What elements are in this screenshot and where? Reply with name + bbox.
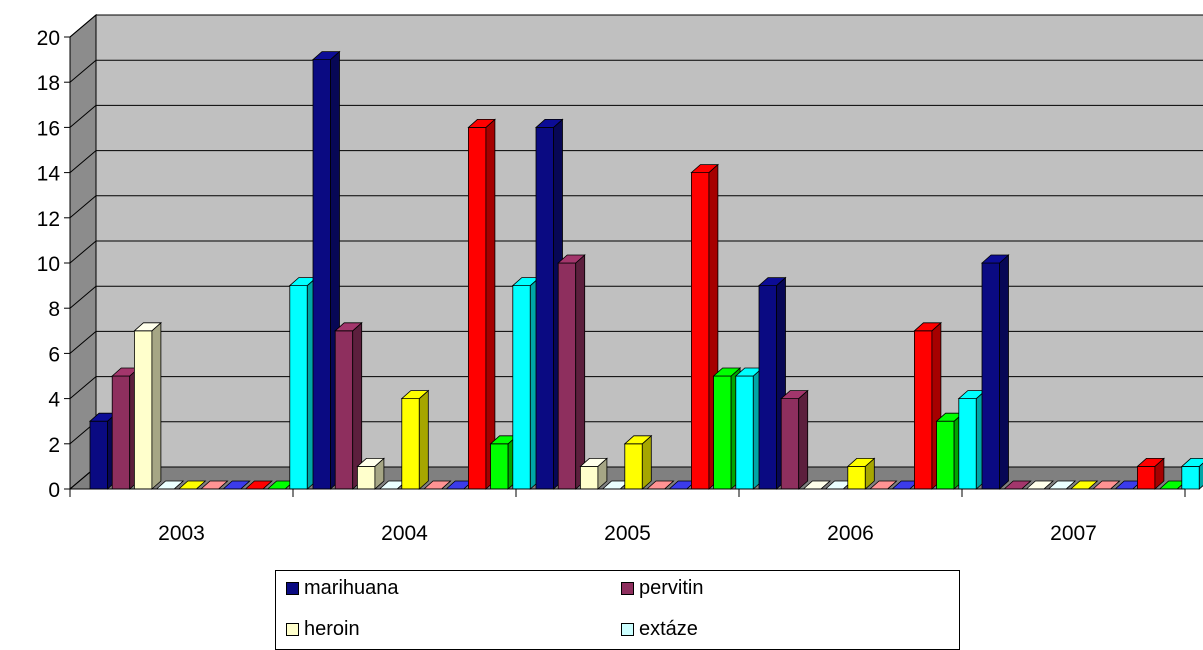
x-tick-label: 2006 bbox=[827, 522, 874, 545]
y-tick-label: 18 bbox=[37, 72, 60, 95]
bar bbox=[780, 389, 809, 490]
y-tick-label: 14 bbox=[37, 163, 61, 186]
gridlines bbox=[69, 14, 1203, 490]
x-tick-label: 2003 bbox=[158, 522, 205, 545]
bar bbox=[957, 389, 987, 490]
gridline bbox=[69, 104, 1203, 128]
legend-label-pervitin: pervitin bbox=[639, 577, 704, 599]
gridline bbox=[69, 14, 1203, 38]
bar bbox=[980, 254, 1010, 490]
y-tick-label: 16 bbox=[37, 117, 60, 140]
y-tick-label: 2 bbox=[48, 434, 60, 457]
legend-label-heroin: heroin bbox=[304, 618, 360, 640]
y-tick-label: 4 bbox=[48, 389, 60, 412]
bar bbox=[400, 389, 430, 490]
y-tick-label: 10 bbox=[37, 253, 60, 276]
bar bbox=[557, 254, 586, 490]
bar bbox=[623, 434, 653, 490]
bar bbox=[1136, 457, 1165, 490]
gridline bbox=[69, 376, 1203, 399]
bar bbox=[467, 118, 496, 490]
bars bbox=[88, 50, 1203, 490]
legend-label-extaze: extáze bbox=[639, 618, 698, 640]
bar bbox=[133, 321, 162, 490]
y-tick-label: 8 bbox=[48, 298, 60, 321]
bar bbox=[356, 457, 385, 490]
chart-walls bbox=[68, 13, 1203, 491]
legend-item-pervitin: pervitin bbox=[621, 577, 703, 600]
bar bbox=[1180, 457, 1203, 490]
gridline bbox=[69, 285, 1203, 309]
gridline bbox=[69, 195, 1203, 219]
legend-item-extaze: extáze bbox=[621, 618, 698, 641]
bar bbox=[846, 457, 876, 490]
bar bbox=[334, 321, 363, 490]
legend-swatch-extaze bbox=[621, 623, 634, 636]
y-tick-label: 12 bbox=[37, 208, 60, 231]
gridline bbox=[69, 240, 1203, 264]
y-tick-label: 0 bbox=[48, 479, 60, 502]
bar bbox=[579, 457, 608, 490]
y-tick-label: 6 bbox=[48, 343, 60, 366]
bar bbox=[288, 276, 318, 490]
y-tick-label: 20 bbox=[37, 27, 60, 50]
legend-swatch-pervitin bbox=[621, 582, 634, 595]
bar bbox=[511, 276, 541, 490]
bar bbox=[734, 367, 764, 490]
legend-swatch-marihuana bbox=[286, 582, 299, 595]
gridline bbox=[69, 150, 1203, 173]
legend-item-marihuana: marihuana bbox=[286, 577, 399, 600]
legend-label-marihuana: marihuana bbox=[304, 577, 399, 599]
legend-item-heroin: heroin bbox=[286, 618, 360, 641]
legend-swatch-heroin bbox=[286, 623, 299, 636]
x-tick-label: 2005 bbox=[604, 522, 651, 545]
x-tick-label: 2007 bbox=[1050, 522, 1097, 545]
gridline bbox=[69, 330, 1203, 354]
x-tick-label: 2004 bbox=[381, 522, 428, 545]
y-axis: 0 2 4 6 8 10 12 14 16 18 20 bbox=[37, 27, 71, 502]
gridline bbox=[69, 59, 1203, 83]
x-axis: 2003 2004 2005 2006 2007 bbox=[69, 488, 1186, 545]
legend: marihuana pervitin heroin extáze bbox=[275, 570, 960, 650]
